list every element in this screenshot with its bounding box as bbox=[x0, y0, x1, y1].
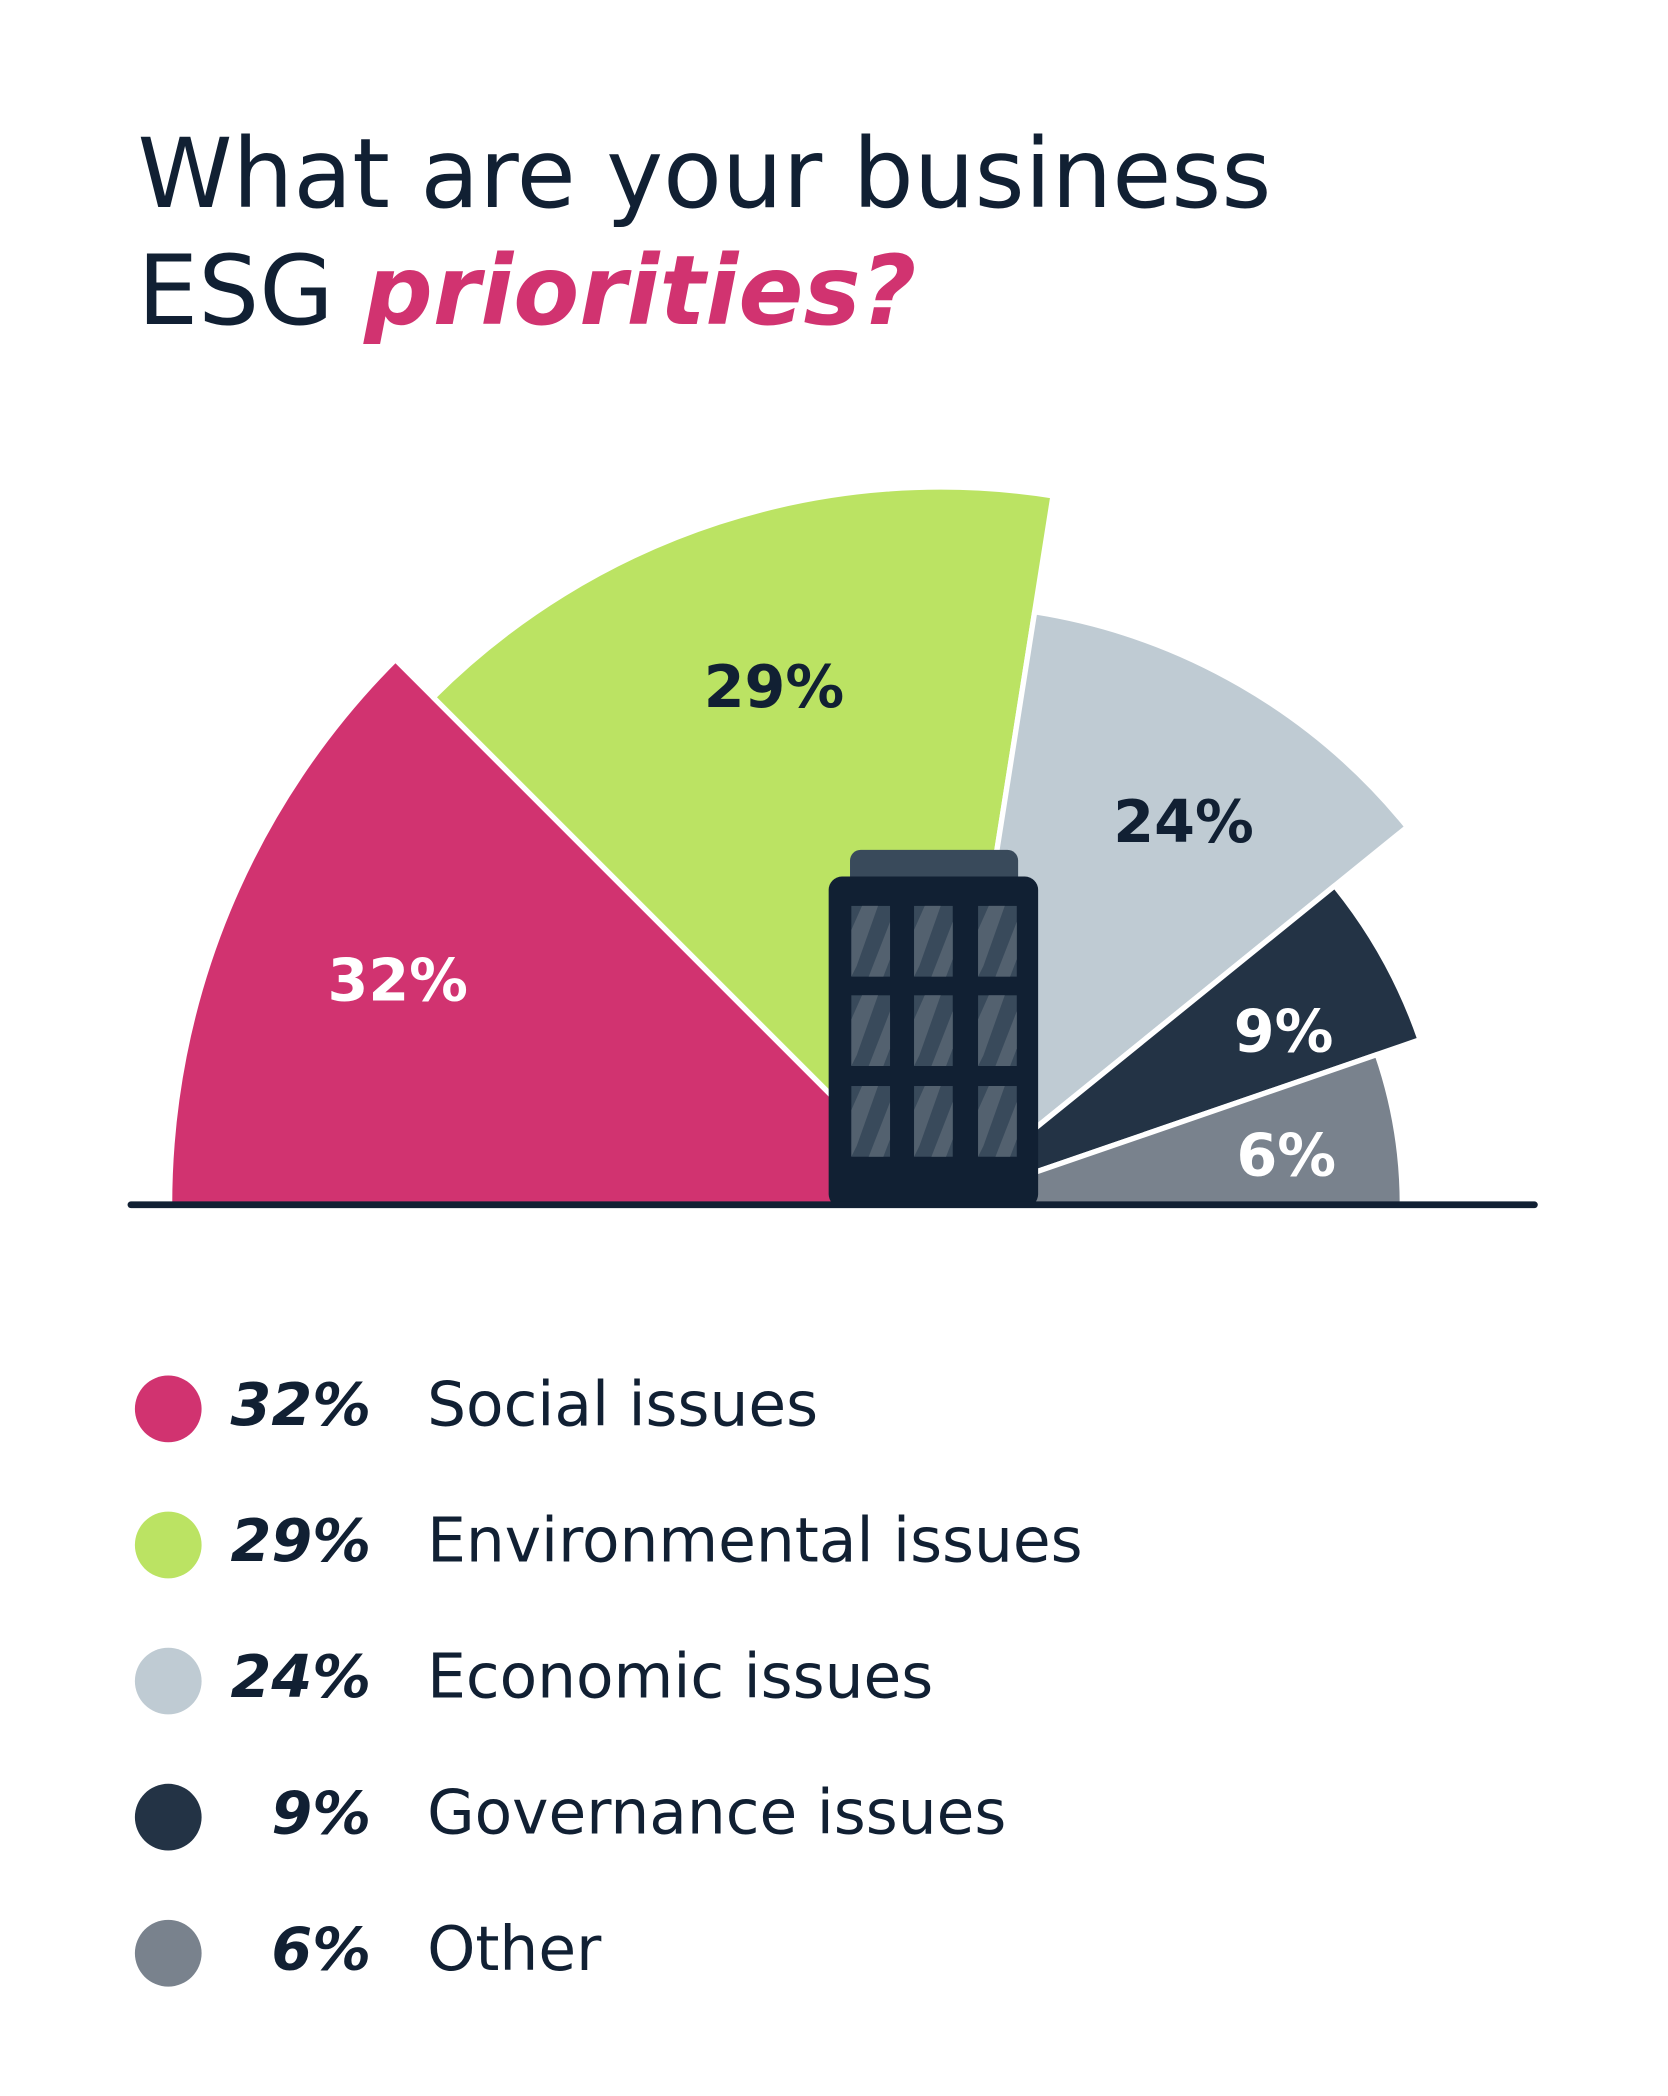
legend-item-environmental-issues: 29% Environmental issues bbox=[134, 1506, 1083, 1579]
legend-item-governance-issues: 9% Governance issues bbox=[134, 1778, 1006, 1851]
legend-label: Governance issues bbox=[427, 1778, 1006, 1849]
legend-value: 24% bbox=[231, 1643, 371, 1711]
legend-swatch bbox=[134, 1783, 202, 1851]
legend-item-economic-issues: 24% Economic issues bbox=[134, 1642, 933, 1715]
legend-value: 32% bbox=[231, 1371, 371, 1439]
slice-economic-issues bbox=[938, 609, 1410, 1208]
legend-label: Other bbox=[427, 1914, 602, 1985]
slice-social-issues bbox=[166, 656, 944, 1208]
title-line-1: What are your business bbox=[138, 118, 1272, 230]
legend-swatch bbox=[134, 1919, 202, 1987]
legend-swatch bbox=[134, 1647, 202, 1715]
slices: 32% 29% 24% 9% 6% bbox=[166, 484, 1423, 1208]
legend-label: Social issues bbox=[427, 1369, 818, 1440]
title-esg: ESG bbox=[138, 235, 365, 347]
chart-title-line-2: ESG priorities? bbox=[138, 235, 917, 347]
slice-label-other: 6% bbox=[1236, 1122, 1336, 1190]
legend-value: 6% bbox=[271, 1915, 371, 1983]
legend-label: Environmental issues bbox=[427, 1506, 1083, 1577]
slice-governance-issues bbox=[938, 883, 1423, 1208]
legend-swatch bbox=[134, 1511, 202, 1579]
title-priorities: priorities? bbox=[363, 235, 916, 347]
slice-label-economic-issues: 24% bbox=[1113, 788, 1253, 856]
legend-value: 29% bbox=[231, 1507, 371, 1575]
legend-label: Economic issues bbox=[427, 1642, 933, 1713]
building-icon bbox=[828, 849, 1039, 1208]
legend-value: 9% bbox=[271, 1779, 371, 1847]
slice-label-environmental-issues: 29% bbox=[704, 653, 844, 721]
slice-label-social-issues: 32% bbox=[327, 947, 467, 1015]
chart-title: What are your business bbox=[138, 118, 1272, 230]
legend-item-other: 6% Other bbox=[134, 1914, 602, 1987]
legend-swatch bbox=[134, 1375, 202, 1443]
legend-item-social-issues: 32% Social issues bbox=[134, 1369, 818, 1443]
slice-label-governance-issues: 9% bbox=[1234, 997, 1334, 1065]
